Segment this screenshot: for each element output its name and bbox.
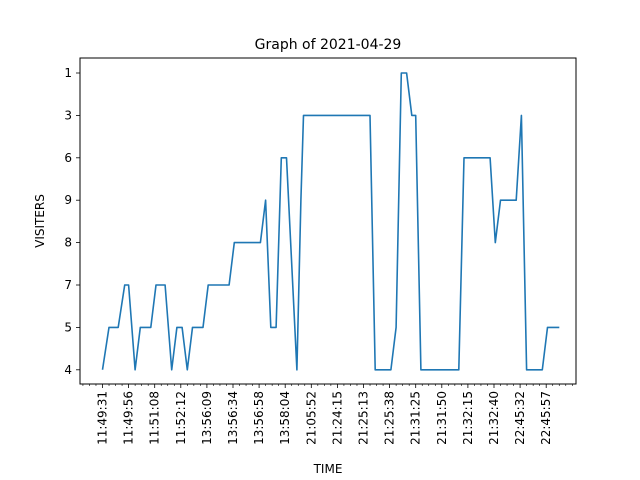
- x-tick-label: 22:45:32: [513, 391, 527, 445]
- x-tick-label: 21:05:52: [304, 391, 318, 445]
- x-axis-label: TIME: [313, 462, 343, 476]
- x-tick-label: 13:58:04: [278, 391, 292, 445]
- x-axis-ticks: 11:49:31 11:49:56 11:51:08 11:52:12 13:56:09…: [82, 384, 573, 445]
- x-tick-label: 21:25:13: [357, 391, 371, 445]
- series-line: [101, 72, 560, 371]
- y-axis-label: VISITERS: [33, 194, 47, 248]
- chart-title: Graph of 2021-04-29: [255, 37, 402, 53]
- y-tick-label: 9: [64, 193, 72, 207]
- x-tick-label: 21:32:15: [461, 391, 475, 445]
- y-tick-label: 8: [64, 236, 72, 250]
- plot-area-frame: [79, 57, 577, 385]
- x-tick-label: 13:56:09: [200, 391, 214, 445]
- y-tick-label: 4: [64, 363, 72, 377]
- x-tick-label: 11:51:08: [148, 391, 162, 445]
- x-tick-label: 11:52:12: [174, 391, 188, 445]
- y-tick-label: 3: [64, 108, 72, 122]
- x-tick-label: 11:49:31: [96, 391, 110, 445]
- y-tick-label: 7: [64, 278, 72, 292]
- x-tick-label: 21:32:40: [487, 391, 501, 445]
- x-tick-label: 21:31:25: [409, 391, 423, 445]
- x-tick-label: 13:56:34: [226, 391, 240, 445]
- y-tick-label: 1: [64, 66, 72, 80]
- y-axis-ticks: 1 3 6 9 8 7 5 4: [64, 66, 80, 377]
- x-tick-label: 21:24:15: [330, 391, 344, 445]
- x-tick-label: 11:49:56: [122, 391, 136, 445]
- x-tick-label: 21:31:50: [435, 391, 449, 445]
- x-tick-label: 21:25:38: [383, 391, 397, 445]
- y-tick-label: 5: [64, 320, 72, 334]
- x-tick-label: 13:56:58: [252, 391, 266, 445]
- y-tick-label: 6: [64, 151, 72, 165]
- x-tick-label: 22:45:57: [539, 391, 553, 445]
